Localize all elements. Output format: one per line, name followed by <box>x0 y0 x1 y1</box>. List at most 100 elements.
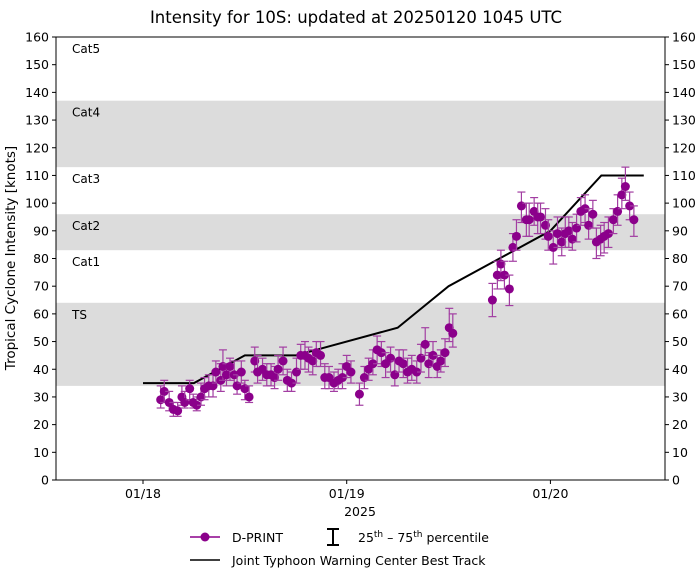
y-tick-label-right: 30 <box>672 389 688 404</box>
dprint-marker <box>308 356 318 366</box>
y-tick-label-right: 50 <box>672 334 688 349</box>
y-tick-label-left: 130 <box>25 113 49 128</box>
band-ts <box>56 302 665 386</box>
dprint-marker <box>236 367 246 377</box>
band-label-cat2: Cat2 <box>72 219 100 233</box>
dprint-marker <box>564 226 574 236</box>
dprint-point <box>440 338 450 368</box>
dprint-point <box>608 208 618 235</box>
legend-dprint-marker <box>200 532 210 542</box>
band-label-cat1: Cat1 <box>72 255 100 269</box>
dprint-point <box>524 202 534 237</box>
y-tick-label-left: 0 <box>41 473 49 488</box>
dprint-marker <box>511 231 521 241</box>
dprint-point <box>620 166 630 201</box>
y-tick-label-left: 20 <box>33 417 49 432</box>
dprint-marker <box>629 215 639 225</box>
dprint-point <box>499 260 509 290</box>
dprint-marker <box>225 361 235 371</box>
dprint-marker <box>287 378 297 388</box>
band-cat2 <box>56 214 665 251</box>
dprint-point <box>511 219 521 251</box>
legend-percentile-label: 25th – 75th percentile <box>358 530 489 545</box>
y-tick-label-right: 70 <box>672 279 688 294</box>
dprint-point <box>552 216 562 249</box>
dprint-marker <box>221 370 231 380</box>
dprint-point <box>316 340 326 368</box>
x-tick-label: 01/19 <box>329 486 365 501</box>
dprint-point <box>346 360 356 384</box>
y-tick-label-right: 120 <box>672 140 696 155</box>
dprint-marker <box>244 392 254 402</box>
band-label-cat5: Cat5 <box>72 42 100 56</box>
dprint-series <box>156 166 639 417</box>
y-tick-label-right: 140 <box>672 85 696 100</box>
dprint-marker <box>192 400 202 410</box>
legend-best-track-label: Joint Typhoon Warning Center Best Track <box>231 553 486 568</box>
dprint-point <box>625 191 635 221</box>
dprint-marker <box>173 406 183 416</box>
y-tick-label-right: 0 <box>672 473 680 488</box>
dprint-marker <box>557 237 567 247</box>
dprint-marker <box>164 397 174 407</box>
dprint-marker <box>448 328 458 338</box>
category-labels: TS Cat1 Cat2 Cat3 Cat4 Cat5 <box>71 42 100 322</box>
y-tick-label-left: 60 <box>33 306 49 321</box>
y-tick-label-left: 80 <box>33 251 49 266</box>
x-axis: 01/18 01/19 01/20 <box>125 480 568 501</box>
y-tick-label-right: 160 <box>672 30 696 45</box>
dprint-marker <box>368 359 378 369</box>
dprint-marker <box>543 231 553 241</box>
chart-title: Intensity for 10S: updated at 20250120 1… <box>150 8 562 27</box>
band-label-cat4: Cat4 <box>72 106 100 120</box>
dprint-marker <box>316 350 326 360</box>
dprint-point <box>557 227 567 257</box>
x-axis-label: 2025 <box>344 504 376 519</box>
dprint-point <box>173 401 183 417</box>
dprint-point <box>599 221 609 254</box>
dprint-marker <box>603 229 613 239</box>
dprint-marker <box>420 339 430 349</box>
dprint-point <box>420 327 430 357</box>
dprint-marker <box>504 284 514 294</box>
dprint-marker <box>536 212 546 222</box>
dprint-point <box>428 340 438 368</box>
dprint-marker <box>548 242 558 252</box>
y-tick-label-right: 40 <box>672 362 688 377</box>
dprint-marker <box>608 215 618 225</box>
legend-dprint-label: D-PRINT <box>232 530 283 545</box>
dprint-point <box>273 354 283 381</box>
band-label-ts: TS <box>71 308 87 322</box>
dprint-marker <box>428 350 438 360</box>
dprint-marker <box>436 356 446 366</box>
dprint-point <box>364 357 374 381</box>
y-tick-label-left: 50 <box>33 334 49 349</box>
band-label-cat3: Cat3 <box>72 172 100 186</box>
dprint-point <box>244 385 254 404</box>
y-tick-label-left: 120 <box>25 140 49 155</box>
y-tick-label-right: 100 <box>672 196 696 211</box>
dprint-marker <box>487 295 497 305</box>
dprint-marker <box>440 348 450 358</box>
y-tick-label-left: 40 <box>33 362 49 377</box>
dprint-point <box>487 282 497 318</box>
y-tick-label-left: 100 <box>25 196 49 211</box>
y-tick-label-right: 130 <box>672 113 696 128</box>
y-tick-label-right: 80 <box>672 251 688 266</box>
y-tick-label-right: 20 <box>672 417 688 432</box>
legend: D-PRINT 25th – 75th percentile Joint Typ… <box>190 528 489 568</box>
dprint-point <box>629 205 639 237</box>
dprint-marker <box>346 367 356 377</box>
band-cat4 <box>56 100 665 168</box>
x-tick-label: 01/18 <box>125 486 161 501</box>
dprint-marker <box>376 348 386 358</box>
dprint-point <box>225 357 235 381</box>
y-tick-label-right: 10 <box>672 445 688 460</box>
y-axis-label: Tropical Cyclone Intensity [knots] <box>3 146 19 371</box>
dprint-marker <box>499 270 509 280</box>
y-axis: 0 0 10 10 20 20 30 30 40 40 50 50 60 60 70 70 80 80 90 90 10… <box>25 30 696 488</box>
dprint-point <box>278 346 288 376</box>
dprint-point <box>236 360 246 384</box>
dprint-marker <box>211 367 221 377</box>
legend-errorbar-icon <box>327 528 339 546</box>
